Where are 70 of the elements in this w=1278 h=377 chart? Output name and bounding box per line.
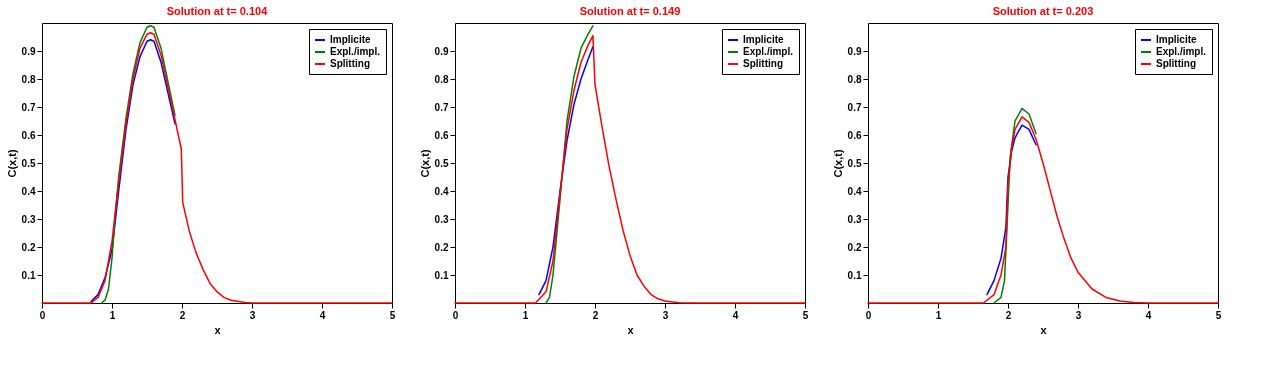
y-tick-label: 0.7 — [434, 101, 449, 113]
x-axis-title: x — [214, 323, 222, 336]
x-tick-label: 0 — [865, 309, 872, 321]
x-tick-label: 2 — [592, 309, 599, 321]
x-tick-label: 1 — [522, 309, 529, 321]
y-tick-label: 0.8 — [434, 73, 449, 85]
chart-title: Solution at t= 0.104 — [166, 5, 269, 17]
x-tick-label: 5 — [802, 309, 809, 321]
x-tick-label: 1 — [109, 309, 116, 321]
x-axis-title: x — [627, 323, 635, 336]
line-series — [454, 34, 806, 304]
y-tick-label: 0.3 — [434, 213, 449, 225]
y-tick-label: 0.8 — [21, 73, 36, 85]
legend-label: Implicite — [1156, 34, 1197, 45]
y-axis-title: C(x,t) — [418, 149, 431, 178]
x-tick-label: 3 — [662, 309, 669, 321]
y-tick-label: 0.6 — [21, 129, 36, 141]
y-tick-label: 0.7 — [847, 101, 862, 113]
line-series — [545, 25, 594, 304]
y-tick-label: 0.5 — [434, 157, 449, 169]
legend-label: Expl./impl. — [330, 46, 381, 57]
y-tick-label: 0.9 — [21, 45, 36, 57]
y-tick-label: 0.2 — [434, 241, 449, 253]
y-tick-label: 0.9 — [847, 45, 862, 57]
legend-label: Splitting — [330, 58, 370, 69]
y-tick-label: 0.7 — [21, 101, 36, 113]
x-tick-label: 5 — [389, 309, 396, 321]
legend-label: Implicite — [330, 34, 371, 45]
line-series — [41, 32, 393, 304]
x-tick-label: 3 — [249, 309, 256, 321]
x-tick-label: 4 — [319, 309, 326, 321]
x-tick-label: 3 — [1075, 309, 1082, 321]
x-tick-label: 0 — [452, 309, 459, 321]
x-tick-label: 2 — [179, 309, 186, 321]
legend-label: Expl./impl. — [1156, 46, 1207, 57]
x-tick-label: 4 — [732, 309, 739, 321]
y-tick-label: 0.3 — [847, 213, 862, 225]
x-tick-label: 4 — [1145, 309, 1152, 321]
legend-label: Splitting — [1156, 58, 1196, 69]
y-tick-label: 0.5 — [847, 157, 862, 169]
y-tick-label: 0.4 — [847, 185, 862, 197]
x-tick-label: 5 — [1215, 309, 1222, 321]
y-tick-label: 0.1 — [434, 269, 449, 281]
chart-title: Solution at t= 0.203 — [992, 5, 1094, 17]
y-tick-label: 0.3 — [21, 213, 36, 225]
y-tick-label: 0.4 — [21, 185, 36, 197]
x-tick-label: 2 — [1005, 309, 1012, 321]
y-tick-label: 0.4 — [434, 185, 449, 197]
y-tick-label: 0.9 — [434, 45, 449, 57]
y-axis-title: C(x,t) — [5, 149, 18, 178]
chart-title: Solution at t= 0.149 — [579, 5, 681, 17]
y-tick-label: 0.5 — [21, 157, 36, 169]
y-tick-label: 0.1 — [847, 269, 862, 281]
line-series — [538, 46, 594, 296]
x-axis-title: x — [1040, 323, 1048, 336]
legend-label: Expl./impl. — [743, 46, 794, 57]
y-tick-label: 0.6 — [847, 129, 862, 141]
legend-label: Implicite — [743, 34, 784, 45]
legend-label: Splitting — [743, 58, 783, 69]
y-tick-label: 0.2 — [847, 241, 862, 253]
line-series — [100, 25, 176, 304]
y-axis-title: C(x,t) — [831, 149, 844, 178]
y-tick-label: 0.2 — [21, 241, 36, 253]
line-series — [867, 116, 1219, 304]
x-tick-label: 0 — [39, 309, 46, 321]
y-tick-label: 0.1 — [21, 269, 36, 281]
y-tick-label: 0.8 — [847, 73, 862, 85]
line-series — [90, 39, 176, 303]
y-tick-label: 0.6 — [434, 129, 449, 141]
x-tick-label: 1 — [935, 309, 942, 321]
